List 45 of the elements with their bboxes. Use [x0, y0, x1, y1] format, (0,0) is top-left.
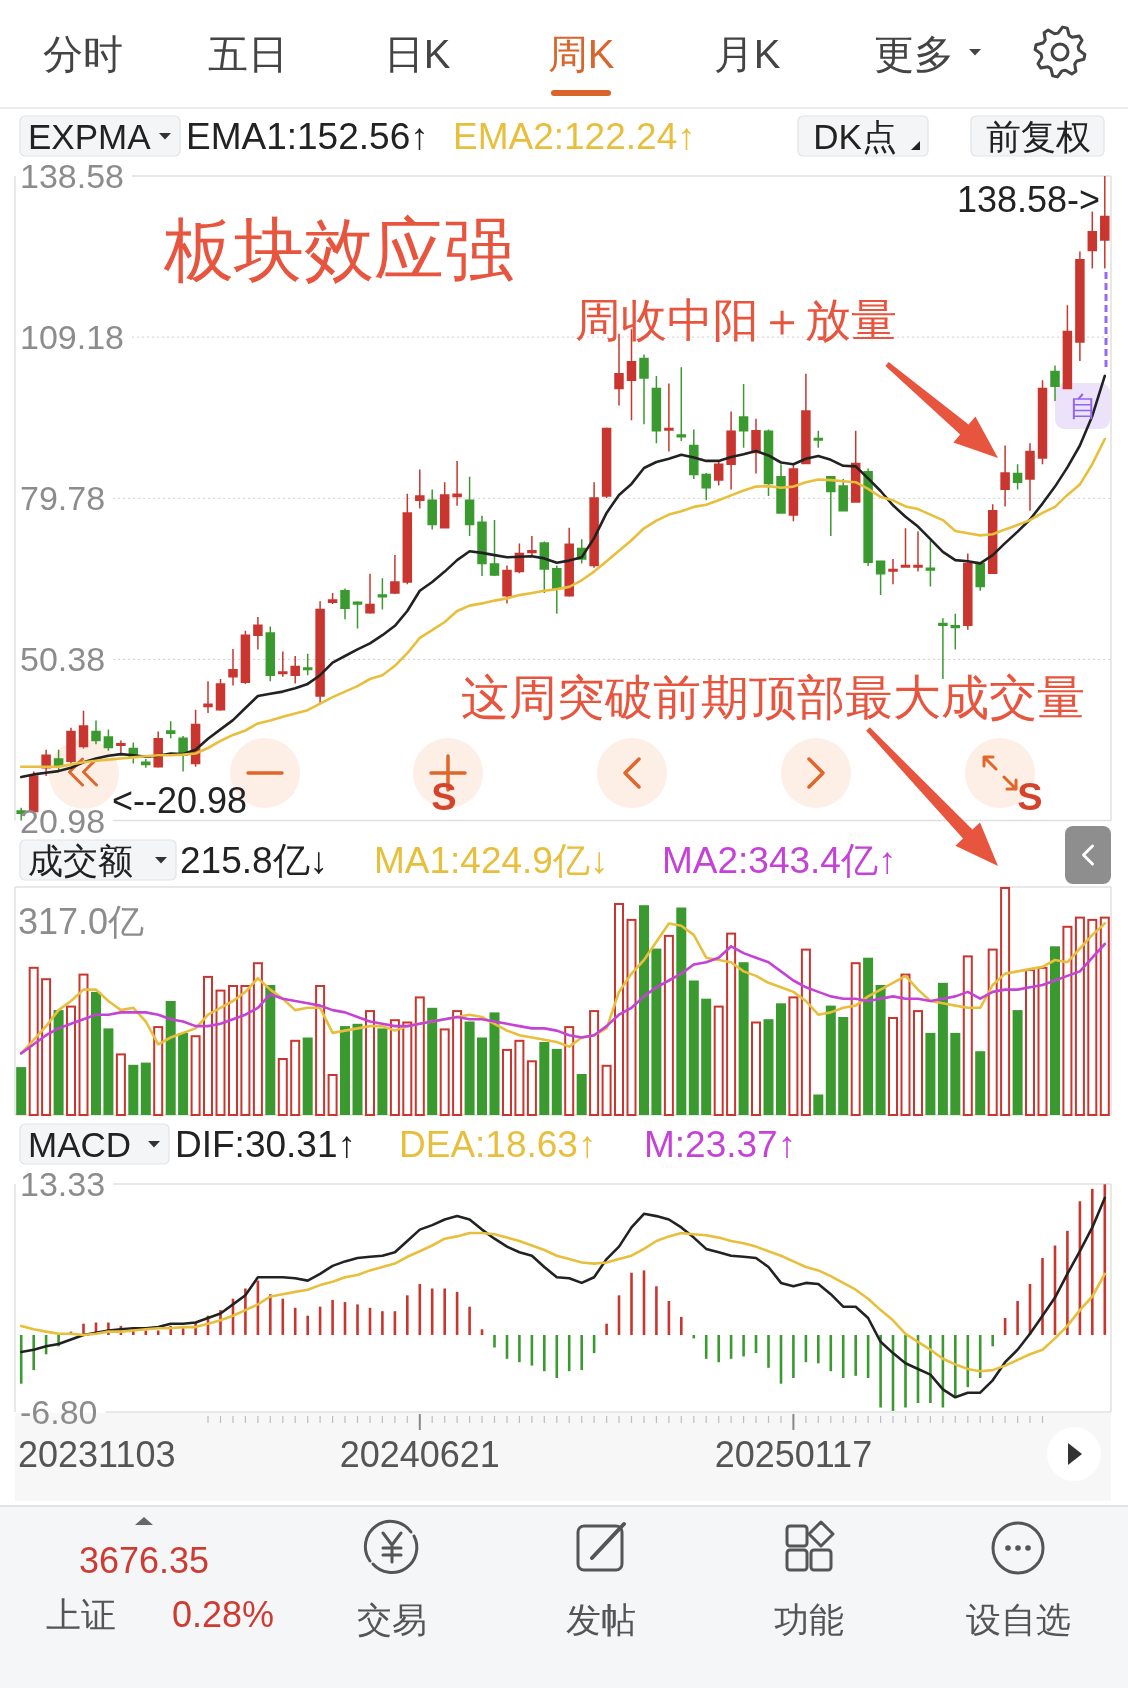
y-tick-label: 79.78	[20, 479, 106, 518]
annotation: 周收中阳＋放量	[575, 294, 897, 346]
x-tick-label: 20240621	[339, 1433, 500, 1475]
text: 日K	[383, 32, 451, 76]
text: 前复权	[985, 116, 1091, 156]
text: 发帖	[566, 1599, 636, 1639]
chart-title: MACD	[28, 1124, 132, 1164]
text: 交易	[357, 1599, 427, 1639]
annotation: <--20.98	[112, 779, 248, 821]
annotation: 板块效应强	[163, 211, 514, 289]
text: DEA:18.63↑	[399, 1123, 597, 1165]
annotation: S	[1017, 776, 1043, 818]
text: MA1:424.9亿↓	[374, 839, 609, 881]
y-tick-label: 20.98	[20, 801, 106, 840]
text: 20231103	[18, 1433, 176, 1475]
text: MA2:343.4亿↑	[662, 839, 897, 881]
y-tick-label: 13.33	[20, 1165, 106, 1203]
text: DK点	[813, 116, 897, 156]
text: 设自选	[965, 1599, 1071, 1639]
text: EMA1:152.56↑	[186, 115, 429, 157]
y-tick-label: 109.18	[20, 318, 124, 357]
text: 功能	[774, 1599, 844, 1639]
y-tick-label: -6.80	[20, 1393, 98, 1431]
annotation: 317.0亿	[18, 900, 145, 942]
annotation: 这周突破前期顶部最大成交量	[461, 670, 1085, 724]
text: 周K	[547, 32, 615, 76]
x-tick-label: 20250117	[714, 1433, 873, 1475]
text: 3676.35	[78, 1539, 210, 1581]
text: 五日	[208, 32, 288, 76]
text: EMA2:122.24↑	[453, 115, 696, 157]
y-tick-label: 50.38	[20, 640, 106, 679]
text: 上证	[46, 1594, 116, 1634]
chart-title: EXPMA	[28, 116, 152, 156]
y-tick-label: 138.58	[20, 157, 124, 195]
chart-title: 成交额	[28, 840, 133, 880]
text: 分时	[43, 32, 123, 76]
annotation: S	[431, 776, 457, 818]
text: 215.8亿↓	[180, 839, 329, 881]
annotation: 自	[1069, 390, 1097, 422]
annotation: 138.58->	[956, 178, 1100, 220]
text: 0.28%	[171, 1593, 275, 1635]
text: 月K	[713, 32, 781, 76]
text: 更多	[874, 32, 954, 76]
text: DIF:30.31↑	[175, 1123, 356, 1165]
text: M:23.37↑	[644, 1123, 797, 1165]
